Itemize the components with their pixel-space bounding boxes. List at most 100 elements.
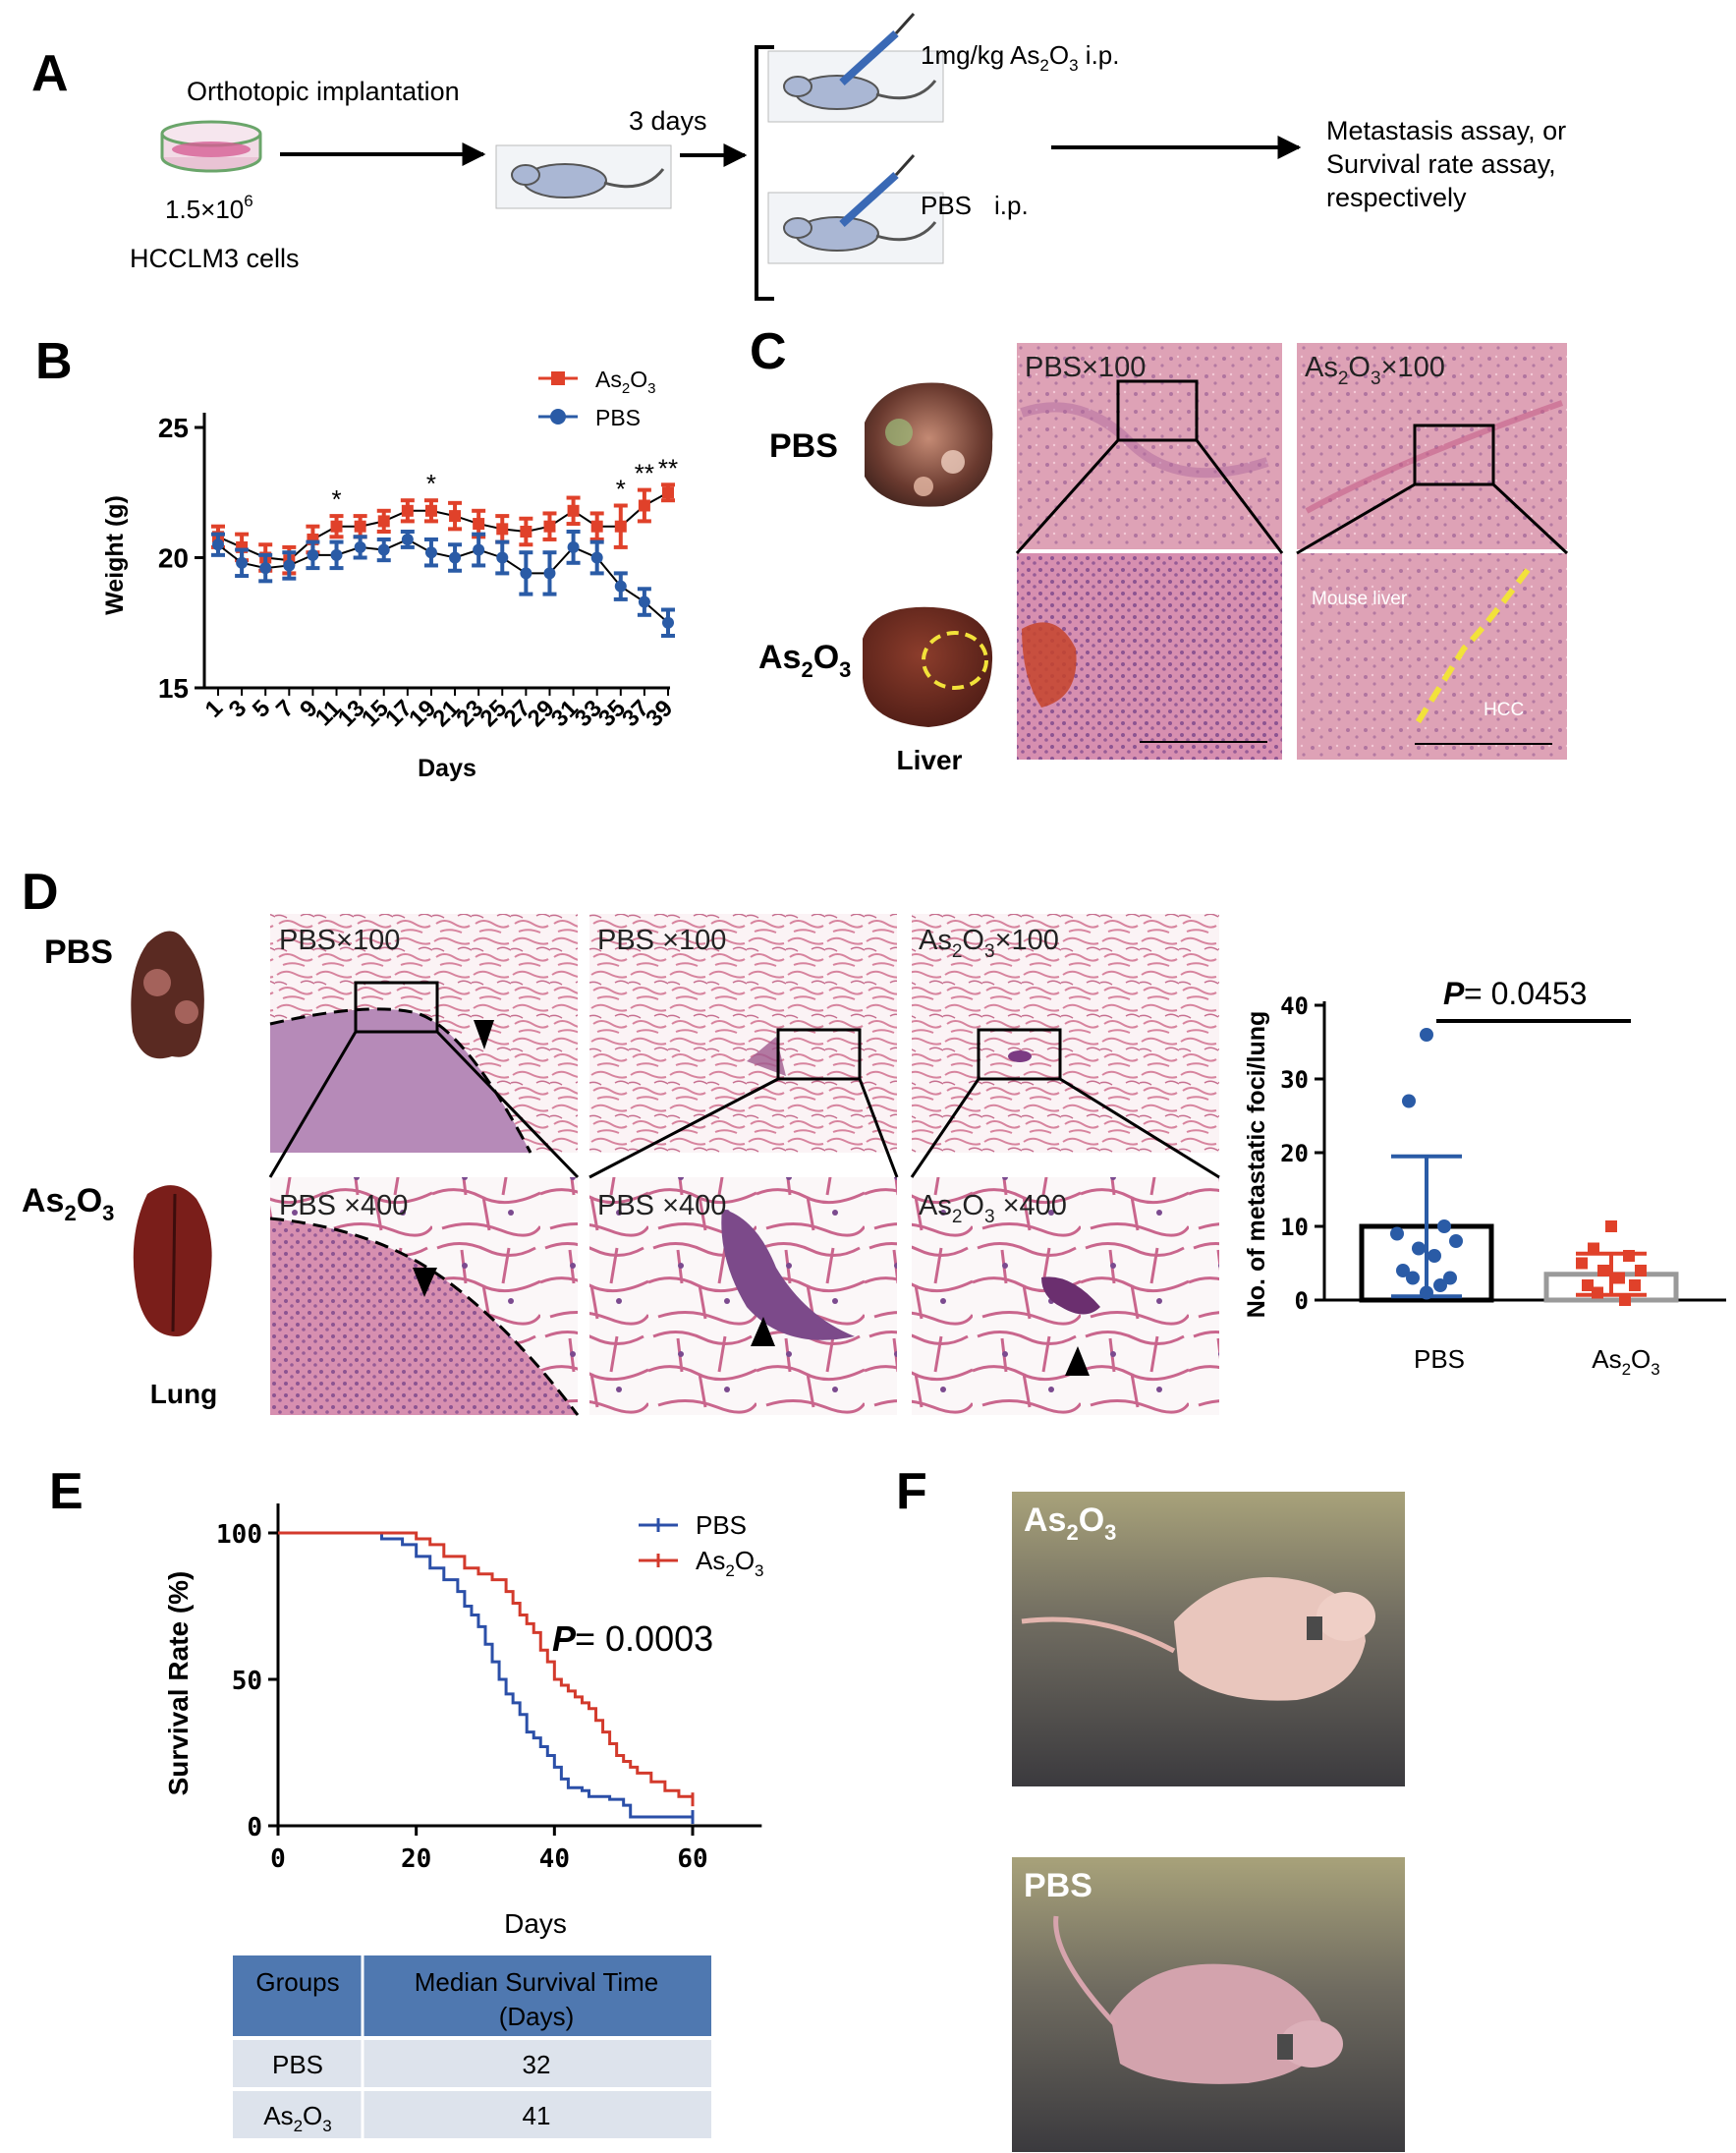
- b-point-pbs: [307, 548, 319, 561]
- b-x-tick-label: 7: [271, 695, 300, 723]
- b-point-pbs: [401, 533, 414, 545]
- d-point-as2o3: [1623, 1250, 1635, 1262]
- d-point-as2o3: [1597, 1265, 1609, 1276]
- median-survival-table: Groups Median Survival Time (Days) PBS 3…: [233, 1955, 711, 2138]
- b-point-as2o3: [614, 520, 627, 533]
- d-point-pbs: [1449, 1234, 1463, 1248]
- d-point-pbs: [1420, 1028, 1433, 1042]
- b-point-as2o3: [377, 515, 390, 528]
- legend-e-pbs: PBS: [696, 1510, 747, 1540]
- d-p-value: = 0.0453: [1464, 976, 1587, 1011]
- d-point-as2o3: [1629, 1279, 1641, 1291]
- b-point-as2o3: [520, 526, 532, 538]
- b-point-as2o3: [330, 520, 343, 533]
- e-p-value: = 0.0003: [575, 1618, 713, 1659]
- legend-e-as2o3: As2O3: [696, 1546, 764, 1580]
- d-zoom-line: [1059, 1077, 1220, 1179]
- b-point-pbs: [236, 556, 249, 569]
- implantation-label: Orthotopic implantation: [187, 77, 460, 106]
- table-cell-value: 41: [523, 2101, 551, 2130]
- d-label-0: PBS×100: [279, 925, 400, 956]
- panel-e: E PBS As2O3 P = 0.0003 Survival Rate (%)…: [49, 1463, 764, 2138]
- d-point-pbs: [1433, 1278, 1447, 1292]
- b-point-as2o3: [567, 504, 580, 517]
- mouse-syringe-icon-as2o3: [767, 12, 944, 123]
- outcome-line-1: Metastasis assay, or: [1326, 116, 1566, 145]
- b-x-tick-label: 1: [200, 695, 229, 723]
- table-row: [233, 2091, 711, 2138]
- b-point-as2o3: [662, 486, 674, 499]
- petri-dish-icon: [160, 120, 262, 173]
- b-point-pbs: [520, 567, 532, 580]
- d-y-tick-label: 10: [1280, 1214, 1309, 1241]
- c-micrograph-pbs-400: [1017, 553, 1282, 760]
- table-header-row: [233, 1955, 711, 2036]
- b-point-as2o3: [496, 523, 509, 536]
- b-point-pbs: [212, 538, 224, 551]
- f-label-pbs: PBS: [1024, 1867, 1092, 1904]
- d-micrograph-pbs-400-a: PBS ×400: [269, 1177, 580, 1416]
- b-point-as2o3: [543, 520, 556, 533]
- d-point-pbs: [1406, 1271, 1420, 1285]
- b-point-as2o3: [638, 499, 650, 512]
- d-zoom-line: [910, 1078, 980, 1178]
- panel-c: C PBS As2O3 Liver PBS×100 As2O3×100: [750, 323, 1569, 775]
- d-label-5: As2O3 ×400: [919, 1190, 1067, 1227]
- d-point-pbs: [1412, 1241, 1426, 1256]
- table-cell-group: As2O3: [263, 2101, 332, 2135]
- legend-b: As2O3 PBS: [538, 367, 655, 430]
- d-micrograph-pbs-400-b: PBS ×400: [589, 1177, 897, 1415]
- d-point-pbs: [1437, 1219, 1451, 1233]
- b-significance-mark: **: [658, 453, 678, 482]
- d-cat-as2o3: As2O3: [1592, 1344, 1660, 1379]
- pbs-route-label: i.p.: [994, 191, 1029, 220]
- table-header-median: Median Survival Time: [415, 1967, 659, 1997]
- b-significance-mark: **: [635, 459, 654, 488]
- b-point-pbs: [496, 551, 509, 564]
- days-label: 3 days: [629, 106, 707, 136]
- b-point-as2o3: [590, 520, 603, 533]
- as2o3-mouse-photo: As2O3: [1012, 1492, 1405, 1786]
- b-point-pbs: [354, 540, 366, 553]
- b-point-as2o3: [449, 510, 462, 523]
- d-point-pbs: [1420, 1285, 1433, 1300]
- as2o3-liver-photo: [853, 601, 1002, 734]
- d-cat-pbs: PBS: [1414, 1344, 1465, 1374]
- d-point-pbs: [1402, 1094, 1416, 1108]
- c-micrograph-as2o3-100: As2O3×100: [1297, 343, 1567, 549]
- legend-b-as2o3: As2O3: [595, 367, 655, 397]
- table-row: [233, 2040, 711, 2087]
- d-point-as2o3: [1576, 1257, 1588, 1270]
- d-micrograph-as2o3-400: As2O3 ×400: [912, 1177, 1219, 1415]
- d-y-tick-label: 30: [1280, 1066, 1309, 1094]
- d-micrograph-pbs-100-a: PBS×100: [269, 914, 578, 1154]
- b-point-pbs: [543, 567, 556, 580]
- e-y-tick-label: 50: [232, 1667, 262, 1696]
- b-point-pbs: [473, 543, 485, 556]
- b-point-as2o3: [354, 520, 366, 533]
- b-point-pbs: [283, 559, 296, 572]
- legend-b-pbs: PBS: [595, 405, 641, 430]
- b-point-as2o3: [473, 518, 485, 531]
- c-caption-liver: Liver: [897, 745, 963, 775]
- weight-chart: 1520251357911131517192123252729313335373…: [158, 413, 678, 732]
- d-y-tick-label: 0: [1295, 1287, 1309, 1315]
- d-caption-lung: Lung: [150, 1379, 217, 1409]
- b-point-pbs: [377, 543, 390, 556]
- c-micrograph-as2o3-400: Mouse liver HCC: [1297, 553, 1567, 760]
- pbs-lung-photo: [131, 931, 204, 1059]
- b-x-tick-label: 3: [224, 695, 252, 723]
- b-y-tick-label: 20: [158, 543, 189, 574]
- treatment-bracket: [755, 45, 774, 301]
- d-zoom-line: [858, 1078, 899, 1178]
- table-header-groups: Groups: [255, 1967, 339, 1997]
- b-point-pbs: [449, 551, 462, 564]
- pbs-liver-photo: [847, 373, 1002, 529]
- panel-a: A Orthotopic implantation 1.5×106 HCCLM3…: [31, 12, 1566, 301]
- treatment-dose-label: 1mg/kg As2O3 i.p.: [921, 40, 1120, 75]
- outcome-line-2: Survival rate assay,: [1326, 149, 1556, 179]
- panel-label-a: A: [31, 45, 69, 102]
- b-point-pbs: [259, 562, 272, 575]
- b-y-tick-label: 15: [158, 673, 189, 704]
